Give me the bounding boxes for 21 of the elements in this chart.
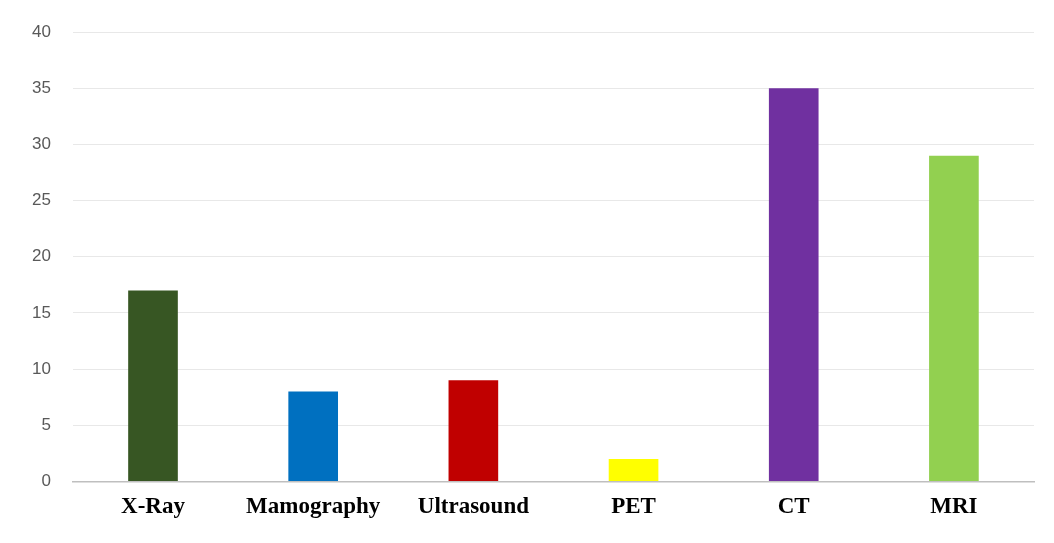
y-tick-label: 15 xyxy=(31,302,51,322)
y-tick-label: 5 xyxy=(41,414,51,434)
y-tick-label: 25 xyxy=(31,190,51,210)
bar xyxy=(608,458,659,481)
x-tick-label: X-Ray xyxy=(121,493,186,519)
x-tick-label: MRI xyxy=(930,493,978,519)
y-tick-label: 10 xyxy=(31,358,51,378)
bar xyxy=(768,88,819,481)
y-tick-label: 40 xyxy=(31,21,51,41)
y-tick-label: 35 xyxy=(31,78,51,98)
x-tick-label: CT xyxy=(777,493,810,519)
bar xyxy=(448,380,499,481)
x-tick-label: Ultrasound xyxy=(417,493,530,519)
bar xyxy=(128,290,178,481)
bar xyxy=(929,155,979,481)
x-tick-label: PET xyxy=(611,493,656,519)
y-tick-label: 30 xyxy=(31,134,51,154)
y-tick-label: 20 xyxy=(31,246,51,266)
y-tick-label: 0 xyxy=(41,471,51,491)
x-tick-label: Mamography xyxy=(246,493,381,519)
bar xyxy=(288,391,339,481)
